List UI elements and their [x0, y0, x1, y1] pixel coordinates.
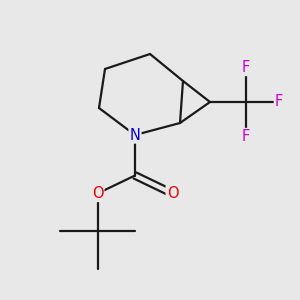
Text: F: F [242, 60, 250, 75]
Text: N: N [130, 128, 140, 142]
Text: O: O [167, 186, 178, 201]
Text: F: F [242, 129, 250, 144]
Text: O: O [92, 186, 103, 201]
Text: F: F [275, 94, 283, 110]
